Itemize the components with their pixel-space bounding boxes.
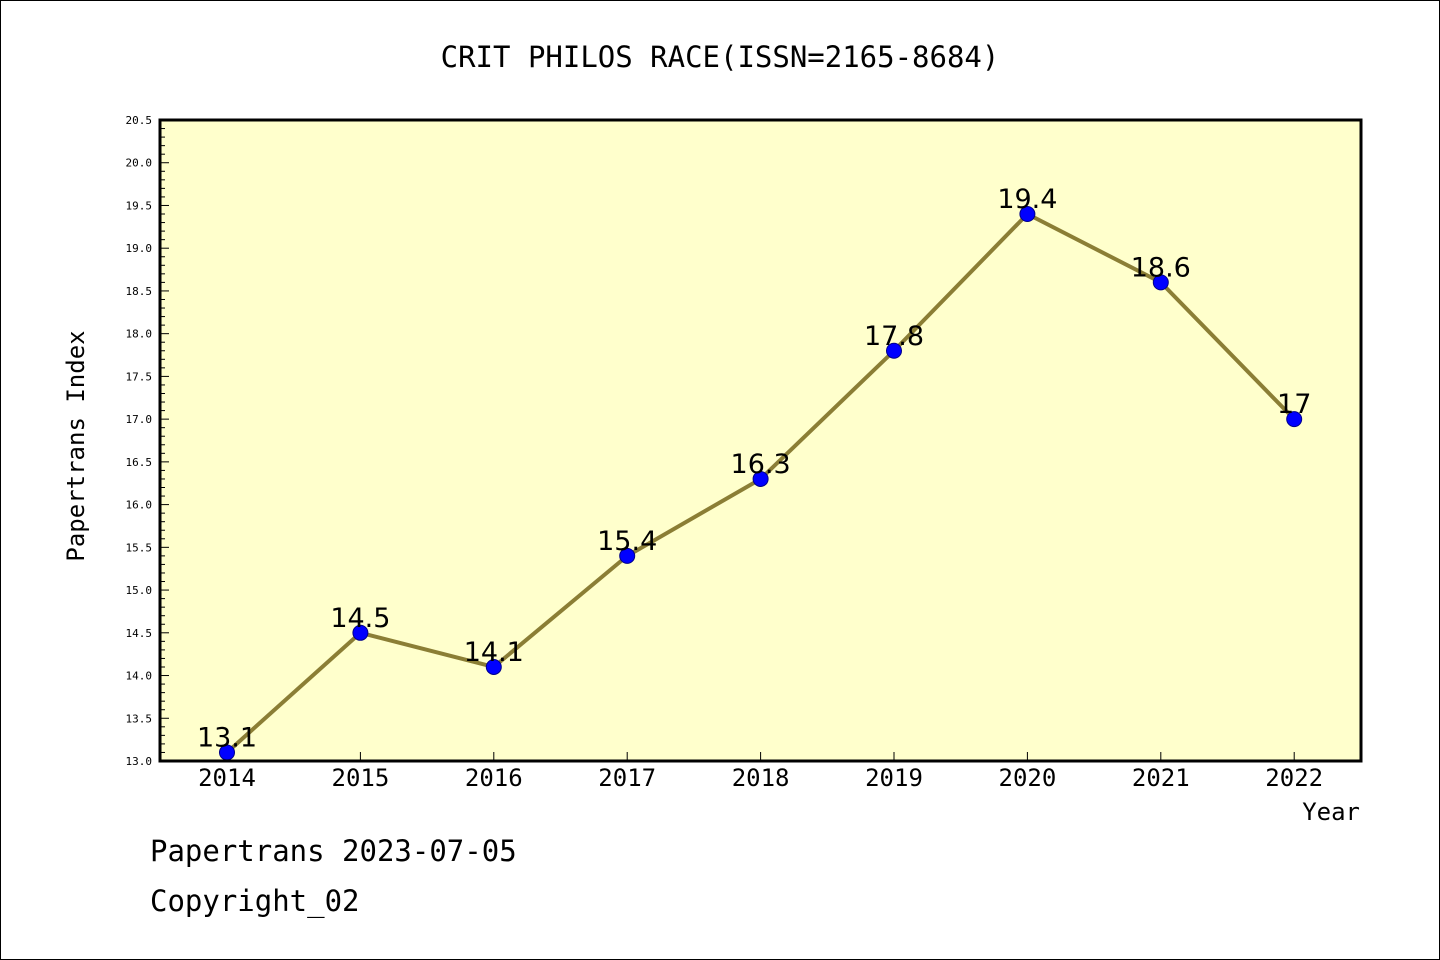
y-axis-tick-labels: 13.0 13.5 14.0 14.5 15.0 15.5 16.0 16.5 17.0 17.5… xyxy=(126,114,153,768)
data-labels: 13.1 14.5 14.1 15.4 16.3 17.8 19.4 18.6 17 xyxy=(197,184,1311,753)
x-tick-label: 2022 xyxy=(1265,764,1323,792)
plot-area xyxy=(160,120,1361,761)
footer-copyright-text: Copyright_02 xyxy=(150,884,360,918)
data-label: 14.5 xyxy=(330,603,390,634)
data-label: 17.8 xyxy=(864,321,924,352)
y-tick-label: 16.5 xyxy=(126,456,153,469)
y-tick-label: 13.5 xyxy=(126,712,153,725)
data-label: 16.3 xyxy=(731,449,791,480)
data-label: 18.6 xyxy=(1131,252,1191,283)
chart-title: CRIT PHILOS RACE(ISSN=2165-8684) xyxy=(441,40,1000,74)
y-tick-label: 19.5 xyxy=(126,199,153,212)
data-label: 17 xyxy=(1277,389,1311,420)
x-tick-label: 2020 xyxy=(999,764,1057,792)
y-tick-label: 20.5 xyxy=(126,114,153,127)
y-tick-label: 17.0 xyxy=(126,413,153,426)
plot-border xyxy=(158,118,1363,763)
y-tick-label: 18.0 xyxy=(126,328,153,341)
y-tick-label: 16.0 xyxy=(126,499,153,512)
y-tick-label: 14.0 xyxy=(126,670,153,683)
y-tick-label: 18.5 xyxy=(126,285,153,298)
y-tick-label: 19.0 xyxy=(126,242,153,255)
data-point xyxy=(352,624,369,641)
x-tick-label: 2021 xyxy=(1132,764,1190,792)
data-point xyxy=(1152,274,1169,291)
data-label: 13.1 xyxy=(197,722,257,753)
data-label: 14.1 xyxy=(464,637,524,668)
y-tick-label: 17.5 xyxy=(126,370,153,383)
y-tick-label: 15.5 xyxy=(126,541,153,554)
data-point xyxy=(1286,411,1303,428)
data-label: 19.4 xyxy=(997,184,1057,215)
y-tick-label: 15.0 xyxy=(126,584,153,597)
data-points xyxy=(219,206,1303,761)
y-tick-label: 13.0 xyxy=(126,755,153,768)
x-tick-label: 2017 xyxy=(598,764,656,792)
y-tick-label: 14.5 xyxy=(126,627,153,640)
x-axis-label: Year xyxy=(1302,798,1360,826)
x-axis-tick-labels: 2014 2015 2016 2017 2018 2019 2020 2021 2022 xyxy=(198,764,1323,792)
data-point xyxy=(886,342,902,359)
data-point xyxy=(1019,206,1036,223)
data-point xyxy=(619,547,636,564)
x-tick-label: 2014 xyxy=(198,764,256,792)
footer-date-text: Papertrans 2023-07-05 xyxy=(150,834,517,868)
data-point xyxy=(752,470,769,487)
x-tick-label: 2018 xyxy=(732,764,790,792)
x-tick-label: 2019 xyxy=(865,764,923,792)
x-tick-label: 2015 xyxy=(332,764,390,792)
y-axis-label: Papertrans Index xyxy=(62,330,90,561)
y-tick-label: 20.0 xyxy=(126,157,153,170)
data-label: 15.4 xyxy=(597,526,657,557)
data-point xyxy=(485,658,502,675)
x-tick-label: 2016 xyxy=(465,764,523,792)
